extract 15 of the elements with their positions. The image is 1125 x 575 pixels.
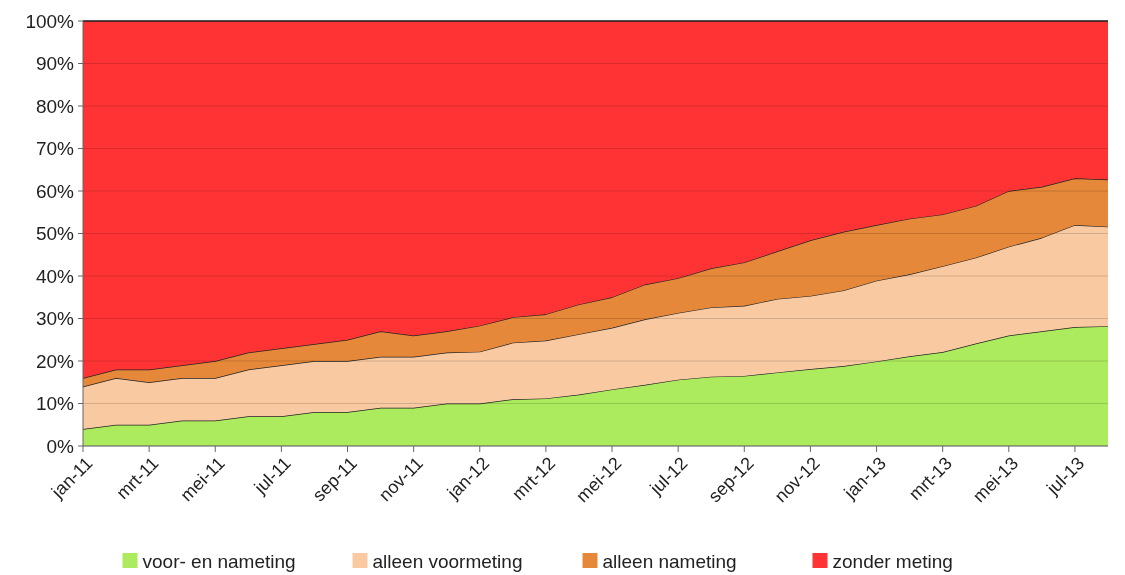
y-tick-label: 50% bbox=[35, 223, 75, 245]
y-tick-label: 60% bbox=[35, 180, 75, 202]
y-tick-label: 10% bbox=[35, 393, 75, 415]
y-tick-label: 70% bbox=[35, 138, 75, 160]
y-tick-label: 80% bbox=[35, 95, 75, 117]
y-tick-label: 20% bbox=[35, 350, 75, 372]
legend-label: alleen nameting bbox=[602, 550, 737, 572]
y-tick-label: 40% bbox=[35, 265, 75, 287]
y-tick-label: 0% bbox=[46, 435, 75, 457]
y-tick-label: 100% bbox=[25, 10, 75, 32]
legend-label: alleen voormeting bbox=[372, 550, 523, 572]
y-tick-label: 90% bbox=[35, 53, 75, 75]
legend-label: zonder meting bbox=[832, 550, 953, 572]
legend-label: voor- en nameting bbox=[142, 550, 296, 572]
y-tick-label: 30% bbox=[35, 308, 75, 330]
